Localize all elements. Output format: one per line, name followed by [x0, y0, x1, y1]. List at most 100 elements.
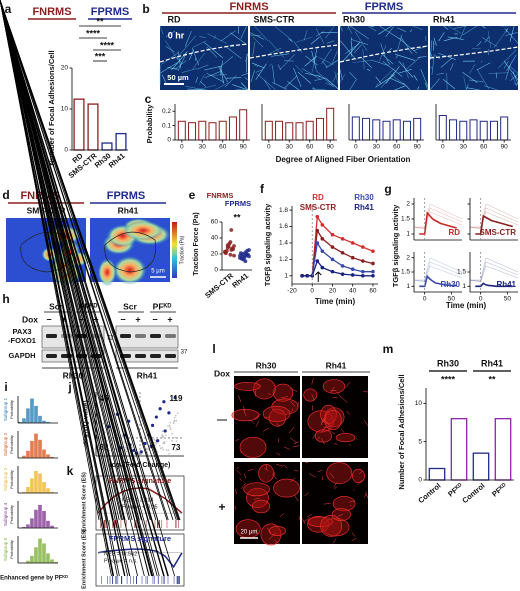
panel-label: l [212, 342, 215, 356]
bar [351, 116, 360, 141]
trace [469, 207, 519, 229]
trace [469, 265, 519, 283]
boundary [159, 43, 249, 63]
subplot-label: Rh41 [496, 280, 516, 289]
point [340, 237, 345, 241]
fiber [387, 47, 393, 53]
background-gene [162, 435, 165, 438]
actin-fiber [243, 409, 247, 417]
fiber [269, 63, 273, 67]
fiber [484, 36, 490, 43]
subgroup-label: Subgroup 3 [3, 467, 8, 491]
point [315, 241, 320, 245]
scale-label: 20 µm [241, 530, 258, 536]
cell [331, 508, 351, 521]
x-tick-label: 50 [504, 296, 512, 303]
subgroup-label: Subgroup 2 [3, 432, 8, 456]
column-label: Rh30 [256, 360, 277, 370]
x-tick-label: 0 [441, 144, 445, 151]
fiber [366, 68, 371, 71]
dox-sign: + [135, 314, 140, 324]
panel-label: i [4, 380, 7, 394]
nes-label: NES = 3.314 [122, 497, 153, 503]
histogram-bar [33, 470, 39, 494]
fiber [352, 60, 372, 64]
actin-fiber [345, 381, 350, 388]
fiber [314, 77, 327, 81]
background-gene [175, 440, 178, 442]
actin-fiber [288, 426, 295, 434]
rule [0, 0, 181, 521]
x-tick-label: 60 [219, 144, 227, 151]
histogram-bar [21, 417, 27, 424]
bar [115, 132, 127, 151]
y-tick-label: 20 [61, 65, 69, 72]
background-gene [108, 449, 111, 452]
actin-fiber [333, 514, 340, 520]
rule [0, 0, 168, 521]
trace [414, 257, 463, 281]
fiber [505, 64, 511, 81]
nes-label: NES = -0.562 [104, 551, 137, 557]
group-label: FPRMS [365, 1, 404, 13]
point [162, 400, 166, 404]
actin-fiber [303, 517, 311, 522]
cell [303, 388, 318, 402]
background-gene [176, 412, 179, 414]
actin-fiber [311, 394, 315, 401]
fiber [493, 28, 509, 48]
actin-fiber [244, 473, 247, 479]
fiber [468, 79, 484, 83]
rule [0, 0, 169, 577]
cell [243, 482, 270, 497]
fiber [326, 78, 339, 90]
fiber [192, 40, 207, 48]
actin-fiber [302, 518, 306, 525]
bar [494, 418, 512, 481]
y-tick-label: 0 [167, 137, 171, 144]
background-gene [140, 453, 142, 456]
point [154, 415, 158, 419]
actin-fiber [349, 500, 356, 503]
fiber [488, 72, 509, 74]
y-tick-label: 1 [284, 273, 288, 280]
fiber [293, 67, 302, 87]
y-tick-label: 0 [418, 477, 422, 484]
fiber [349, 72, 358, 80]
cell [320, 515, 343, 537]
panel-label: a [5, 2, 12, 16]
trace [469, 211, 519, 230]
point [156, 439, 160, 443]
point [143, 441, 147, 446]
fiber [462, 71, 478, 84]
traction-spot [112, 255, 147, 285]
x-label: Degree of Aligned Fiber Orientation [276, 155, 411, 164]
fiber [442, 78, 456, 90]
fiber [318, 57, 334, 66]
actin-fiber [359, 471, 363, 474]
bar [479, 120, 488, 141]
x-tick-label: 0 [180, 144, 184, 151]
actin-fiber [255, 420, 260, 427]
fiber [181, 68, 198, 73]
bar [315, 117, 324, 141]
actin-fiber [266, 527, 271, 533]
y-tick-label: 1 [462, 283, 466, 290]
actin-fiber [365, 491, 369, 499]
x-tick-label: 30 [460, 144, 468, 151]
bar [326, 107, 335, 141]
legend-label: Rh41 [354, 203, 374, 212]
lane-label: Scr [49, 301, 63, 311]
y-tick-label: 0.1 [162, 122, 171, 129]
y-tick-label: 0 [214, 267, 218, 274]
fiber [240, 25, 247, 39]
fiber [192, 52, 206, 70]
actin-fiber [276, 423, 280, 428]
panel-label: f [260, 182, 265, 196]
actin-fiber [321, 438, 325, 445]
panel-label: d [2, 188, 9, 202]
arrow [314, 271, 322, 282]
fiber [304, 72, 321, 77]
fiber [398, 60, 414, 78]
background-gene [163, 440, 166, 443]
